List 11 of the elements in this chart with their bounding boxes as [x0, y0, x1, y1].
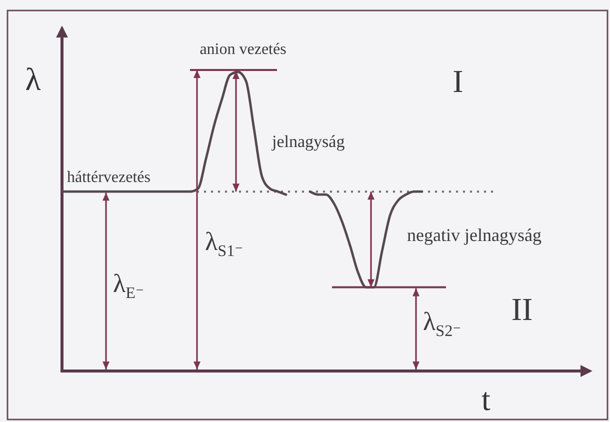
text: anion vezetés [200, 41, 286, 58]
annotation: λ$_{E⁻}$ [113, 269, 144, 302]
annotation: I [452, 63, 464, 99]
annotation: λ$_{S1⁻}$ [205, 227, 244, 260]
annotation: λ$_{S2⁻}$ [423, 307, 462, 340]
y-axis-title: λ [25, 61, 42, 97]
annotation: háttérvezetés [67, 169, 150, 186]
x-axis-title: t [482, 381, 491, 417]
annotation: negativ jelnagyság [407, 225, 542, 245]
annotation: II [511, 291, 533, 327]
annotation: jelnagyság [271, 132, 346, 151]
